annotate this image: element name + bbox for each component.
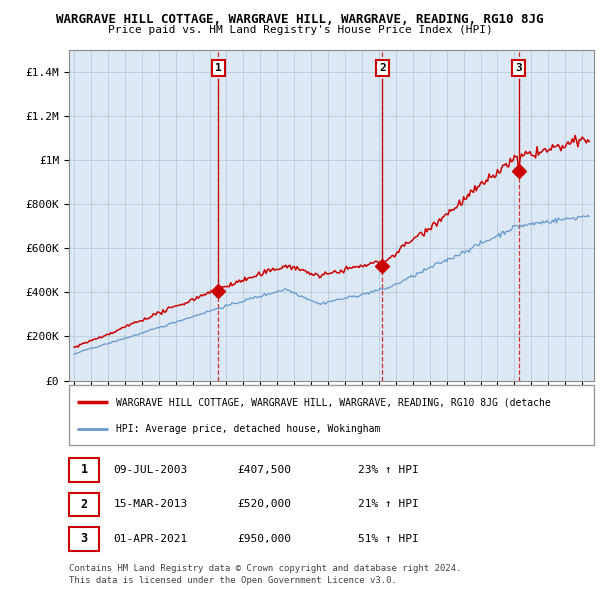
Text: This data is licensed under the Open Government Licence v3.0.: This data is licensed under the Open Gov… (69, 576, 397, 585)
Bar (69, 527, 100, 551)
Text: £407,500: £407,500 (237, 465, 291, 475)
Text: 2: 2 (379, 63, 386, 73)
Text: WARGRAVE HILL COTTAGE, WARGRAVE HILL, WARGRAVE, READING, RG10 8JG: WARGRAVE HILL COTTAGE, WARGRAVE HILL, WA… (56, 13, 544, 26)
Text: 3: 3 (80, 532, 88, 546)
Text: 51% ↑ HPI: 51% ↑ HPI (358, 534, 419, 544)
Text: 09-JUL-2003: 09-JUL-2003 (113, 465, 188, 475)
Text: Contains HM Land Registry data © Crown copyright and database right 2024.: Contains HM Land Registry data © Crown c… (69, 563, 461, 573)
Text: £520,000: £520,000 (237, 500, 291, 509)
Text: HPI: Average price, detached house, Wokingham: HPI: Average price, detached house, Woki… (116, 424, 380, 434)
Text: 1: 1 (215, 63, 222, 73)
Text: Price paid vs. HM Land Registry's House Price Index (HPI): Price paid vs. HM Land Registry's House … (107, 25, 493, 35)
Text: 01-APR-2021: 01-APR-2021 (113, 534, 188, 544)
Text: 2: 2 (80, 498, 88, 511)
Text: £950,000: £950,000 (237, 534, 291, 544)
Text: 15-MAR-2013: 15-MAR-2013 (113, 500, 188, 509)
Text: 23% ↑ HPI: 23% ↑ HPI (358, 465, 419, 475)
Text: 1: 1 (80, 463, 88, 477)
Bar (69, 458, 100, 482)
Text: WARGRAVE HILL COTTAGE, WARGRAVE HILL, WARGRAVE, READING, RG10 8JG (detache: WARGRAVE HILL COTTAGE, WARGRAVE HILL, WA… (116, 397, 551, 407)
Text: 21% ↑ HPI: 21% ↑ HPI (358, 500, 419, 509)
Text: 3: 3 (515, 63, 522, 73)
Bar (69, 493, 100, 516)
